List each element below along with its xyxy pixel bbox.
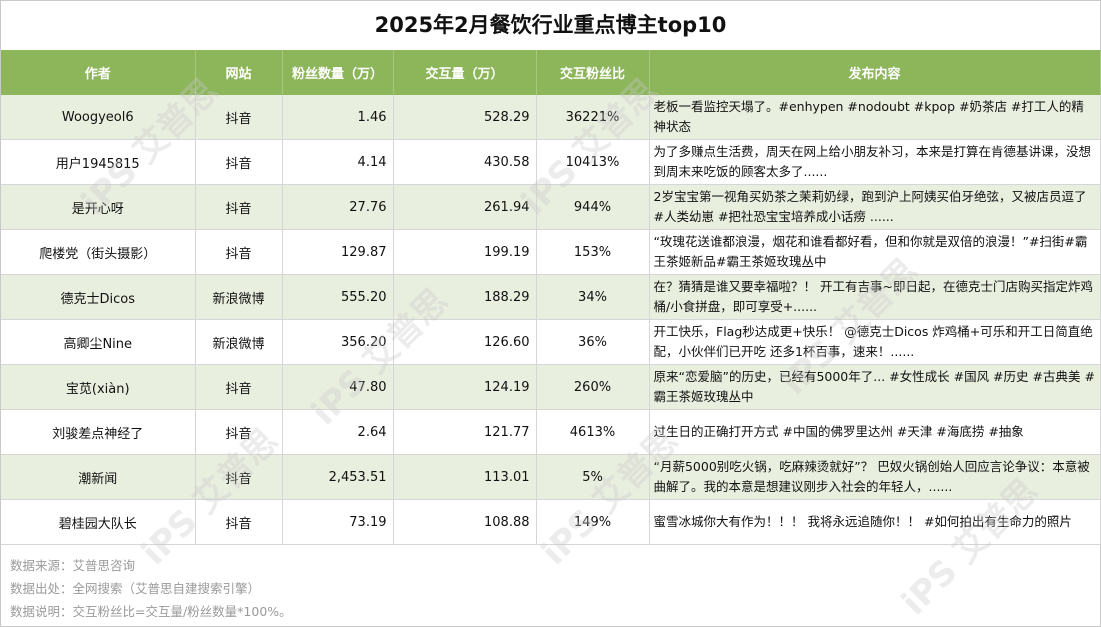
ratio-cell: 36221%: [536, 95, 650, 140]
interactions-cell: 121.77: [393, 409, 537, 455]
ratio-cell: 36%: [536, 319, 650, 365]
site-cell: 抖音: [195, 95, 283, 140]
content-cell: 开工快乐，Flag秒达成更+快乐！ @德克士Dicos 炸鸡桶+可乐和开工日简直…: [649, 319, 1101, 365]
ratio-cell: 34%: [536, 274, 650, 320]
fans-cell: 4.14: [282, 139, 394, 185]
content-cell: 2岁宝宝第一视角买奶茶之茉莉奶绿，跑到沪上阿姨买伯牙绝弦，又被店员逗了#人类幼崽…: [649, 184, 1101, 230]
ratio-cell: 260%: [536, 364, 650, 410]
content-cell: 老板一看监控天塌了。#enhypen #nodoubt #kpop #奶茶店 #…: [649, 95, 1101, 140]
table-row: 爬楼党（街头摄影） 抖音 129.87 199.19 153% “玫瑰花送谁都浪…: [1, 229, 1101, 275]
author-cell: 宝苋(xiàn): [1, 364, 196, 410]
content-cell: 在？猜猜是谁又要幸福啦？！ 开工有吉事~即日起，在德克士门店购买指定炸鸡桶/小食…: [649, 274, 1101, 320]
author-cell: 碧桂园大队长: [1, 499, 196, 545]
interactions-cell: 126.60: [393, 319, 537, 365]
site-cell: 新浪微博: [195, 319, 283, 365]
header-interactions: 交互量（万）: [393, 50, 537, 95]
content-cell: “玫瑰花送谁都浪漫，烟花和谁看都好看，但和你就是双倍的浪漫！”#扫街#霸王茶姬新…: [649, 229, 1101, 275]
site-cell: 抖音: [195, 139, 283, 185]
ratio-cell: 4613%: [536, 409, 650, 455]
footer-source: 数据来源：艾普思咨询: [10, 558, 136, 573]
table-row: 德克士Dicos 新浪微博 555.20 188.29 34% 在？猜猜是谁又要…: [1, 274, 1101, 320]
interactions-cell: 528.29: [393, 95, 537, 140]
fans-cell: 2,453.51: [282, 454, 394, 500]
fans-cell: 27.76: [282, 184, 394, 230]
table-row: 潮新闻 抖音 2,453.51 113.01 5% “月薪5000别吃火锅，吃麻…: [1, 454, 1101, 500]
table-row: 高卿尘Nine 新浪微博 356.20 126.60 36% 开工快乐，Flag…: [1, 319, 1101, 365]
fans-cell: 73.19: [282, 499, 394, 545]
author-cell: 是开心呀: [1, 184, 196, 230]
site-cell: 抖音: [195, 184, 283, 230]
page-title: 2025年2月餐饮行业重点博主top10: [374, 13, 727, 37]
author-cell: 刘骏差点神经了: [1, 409, 196, 455]
ratio-cell: 10413%: [536, 139, 650, 185]
site-cell: 新浪微博: [195, 274, 283, 320]
table-row: 刘骏差点神经了 抖音 2.64 121.77 4613% 过生日的正确打开方式 …: [1, 409, 1101, 455]
interactions-cell: 188.29: [393, 274, 537, 320]
content-cell: 蜜雪冰城你大有作为！！！ 我将永远追随你！！ #如何拍出有生命力的照片: [649, 499, 1101, 545]
interactions-cell: 113.01: [393, 454, 537, 500]
table-row: 碧桂园大队长 抖音 73.19 108.88 149% 蜜雪冰城你大有作为！！！…: [1, 499, 1101, 545]
header-fans: 粉丝数量（万）: [282, 50, 394, 95]
table-row: 宝苋(xiàn) 抖音 47.80 124.19 260% 原来“恋爱脑”的历史…: [1, 364, 1101, 410]
site-cell: 抖音: [195, 409, 283, 455]
table-row: 是开心呀 抖音 27.76 261.94 944% 2岁宝宝第一视角买奶茶之茉莉…: [1, 184, 1101, 230]
interactions-cell: 430.58: [393, 139, 537, 185]
interactions-cell: 261.94: [393, 184, 537, 230]
interactions-cell: 199.19: [393, 229, 537, 275]
author-cell: 用户1945815: [1, 139, 196, 185]
author-cell: 高卿尘Nine: [1, 319, 196, 365]
header-site: 网站: [195, 50, 283, 95]
site-cell: 抖音: [195, 499, 283, 545]
author-cell: 潮新闻: [1, 454, 196, 500]
header-row: 作者 网站 粉丝数量（万） 交互量（万） 交互粉丝比 发布内容: [1, 50, 1101, 95]
table-row: Woogyeol6 抖音 1.46 528.29 36221% 老板一看监控天塌…: [1, 95, 1101, 140]
site-cell: 抖音: [195, 364, 283, 410]
fans-cell: 47.80: [282, 364, 394, 410]
site-cell: 抖音: [195, 229, 283, 275]
header-content: 发布内容: [649, 50, 1101, 95]
ratio-cell: 944%: [536, 184, 650, 230]
blogger-table: 作者 网站 粉丝数量（万） 交互量（万） 交互粉丝比 发布内容 Woogyeol…: [1, 50, 1101, 545]
interactions-cell: 124.19: [393, 364, 537, 410]
header-author: 作者: [1, 50, 196, 95]
header-ratio: 交互粉丝比: [536, 50, 650, 95]
ratio-cell: 5%: [536, 454, 650, 500]
table-row: 用户1945815 抖音 4.14 430.58 10413% 为了多赚点生活费…: [1, 139, 1101, 185]
fans-cell: 2.64: [282, 409, 394, 455]
ratio-cell: 153%: [536, 229, 650, 275]
fans-cell: 356.20: [282, 319, 394, 365]
ratio-cell: 149%: [536, 499, 650, 545]
author-cell: 德克士Dicos: [1, 274, 196, 320]
site-cell: 抖音: [195, 454, 283, 500]
interactions-cell: 108.88: [393, 499, 537, 545]
author-cell: 爬楼党（街头摄影）: [1, 229, 196, 275]
author-cell: Woogyeol6: [1, 95, 196, 140]
footer-note: 数据说明：交互粉丝比=交互量/粉丝数量*100%。: [10, 604, 292, 619]
footer-origin: 数据出处：全网搜索（艾普思自建搜索引擎）: [10, 581, 261, 596]
content-cell: 过生日的正确打开方式 #中国的佛罗里达州 #天津 #海底捞 #抽象: [649, 409, 1101, 455]
fans-cell: 129.87: [282, 229, 394, 275]
content-cell: 原来“恋爱脑”的历史，已经有5000年了... #女性成长 #国风 #历史 #古…: [649, 364, 1101, 410]
fans-cell: 555.20: [282, 274, 394, 320]
fans-cell: 1.46: [282, 95, 394, 140]
content-cell: 为了多赚点生活费，周天在网上给小朋友补习，本来是打算在肯德基讲课，没想到周末来吃…: [649, 139, 1101, 185]
content-cell: “月薪5000别吃火锅，吃麻辣烫就好”？ 巴奴火锅创始人回应言论争议：本意被曲解…: [649, 454, 1101, 500]
